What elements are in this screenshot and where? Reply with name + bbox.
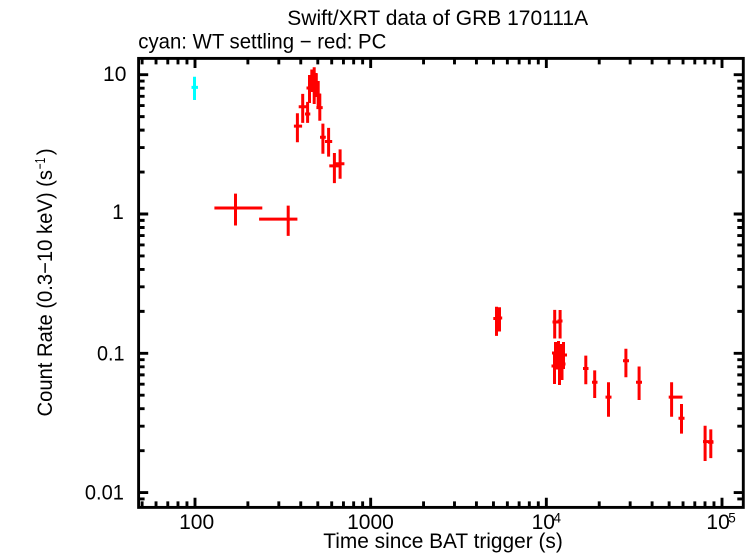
svg-text:1000: 1000 <box>347 511 394 534</box>
svg-text:10: 10 <box>103 63 126 86</box>
svg-text:5: 5 <box>728 511 736 526</box>
svg-text:Count Rate (0.3−10 keV) (s: Count Rate (0.3−10 keV) (s <box>34 170 57 417</box>
svg-text:10: 10 <box>706 511 729 534</box>
svg-text:Swift/XRT data of GRB 170111A: Swift/XRT data of GRB 170111A <box>287 7 588 30</box>
svg-text:): ) <box>34 148 57 155</box>
svg-text:1: 1 <box>112 201 124 224</box>
svg-text:10: 10 <box>532 511 555 534</box>
svg-text:0.01: 0.01 <box>85 481 124 504</box>
svg-text:cyan: WT settling − red: PC: cyan: WT settling − red: PC <box>138 31 386 54</box>
svg-text:−1: −1 <box>33 158 49 170</box>
svg-text:0.1: 0.1 <box>97 343 125 366</box>
svg-text:100: 100 <box>179 511 214 534</box>
svg-text:Time since BAT trigger (s): Time since BAT trigger (s) <box>323 530 563 553</box>
svg-text:4: 4 <box>554 511 562 526</box>
